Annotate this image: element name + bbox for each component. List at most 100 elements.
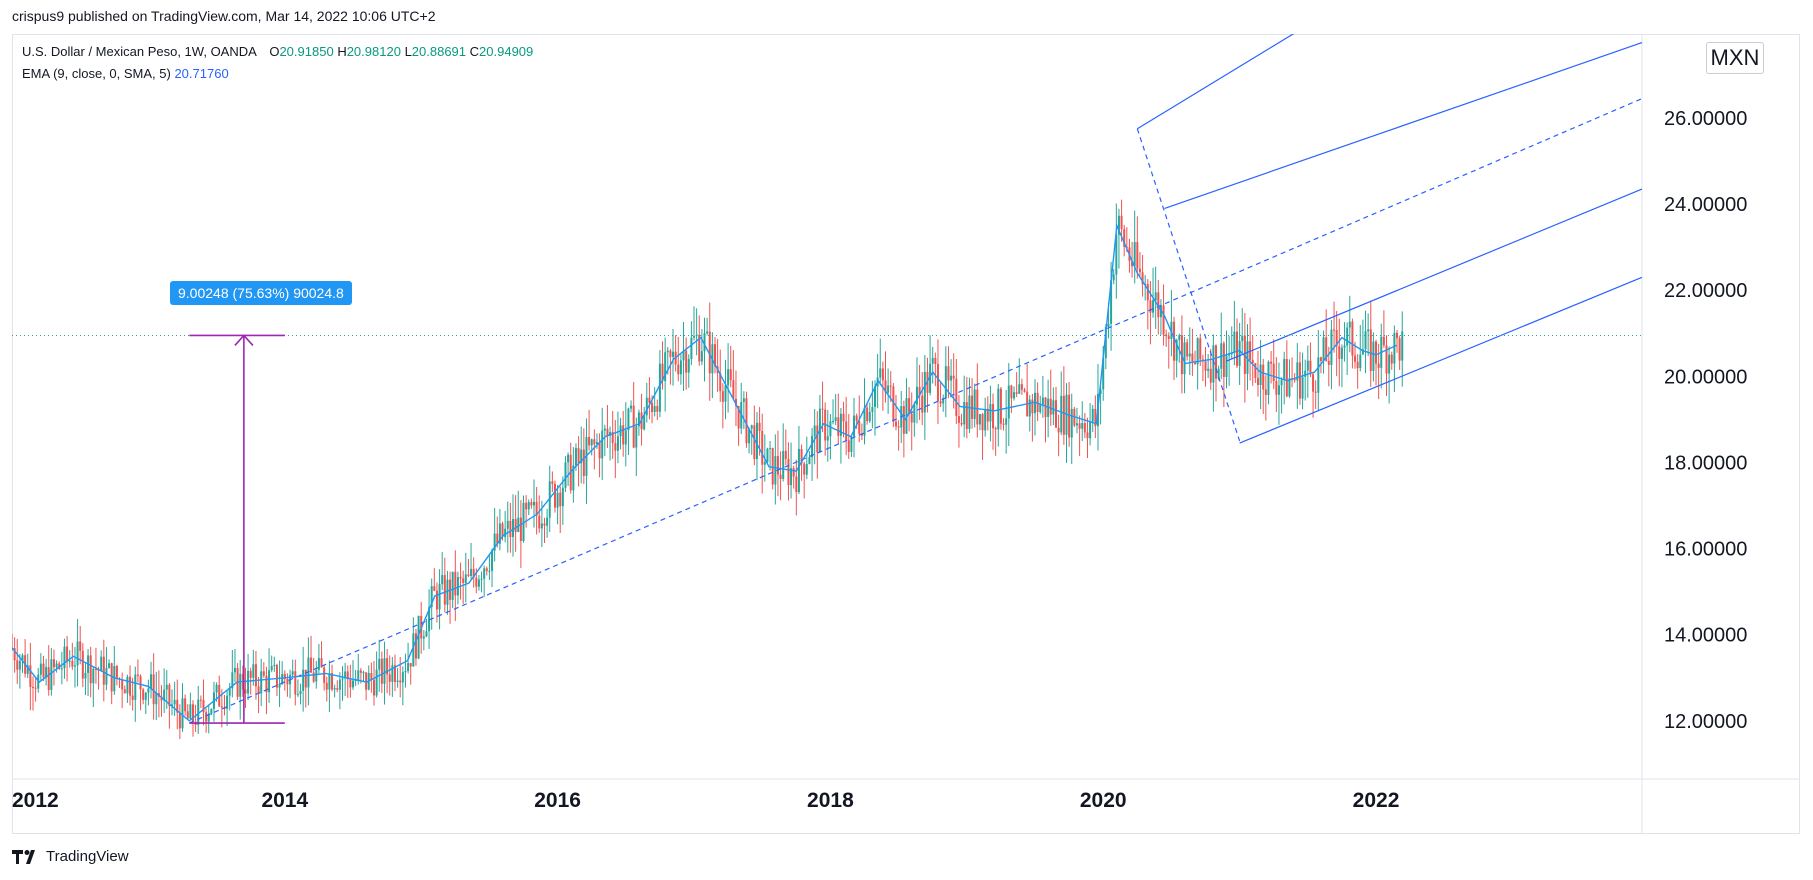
- measure-tool[interactable]: [189, 334, 285, 724]
- candle-body: [1396, 332, 1399, 339]
- candle-body: [333, 688, 336, 690]
- candle-body: [456, 577, 459, 596]
- candle-body: [732, 380, 735, 399]
- candle-body: [963, 402, 966, 425]
- footer-brand-text: TradingView: [46, 848, 129, 865]
- candle-body: [666, 350, 669, 353]
- candle-body: [155, 693, 158, 705]
- candle-body: [561, 487, 564, 507]
- candle-body: [464, 574, 467, 583]
- candle-body: [881, 368, 884, 381]
- candle-body: [1117, 215, 1120, 235]
- candle-body: [79, 641, 82, 651]
- candle-body: [94, 668, 97, 670]
- candle-body: [992, 404, 995, 429]
- candle-body: [1372, 341, 1375, 371]
- candle-body: [1228, 354, 1231, 356]
- candle-body: [968, 395, 971, 430]
- candle-body: [294, 671, 297, 695]
- legend-row-ema: EMA (9, close, 0, SMA, 5) 20.71760: [22, 66, 229, 81]
- candle-body: [260, 671, 263, 694]
- candle-body: [113, 666, 116, 692]
- candle-body: [950, 375, 953, 381]
- candle-body: [498, 523, 501, 544]
- candle-body: [407, 663, 410, 672]
- candle-body: [1149, 300, 1152, 313]
- candle-body: [1246, 341, 1249, 374]
- candle-body: [252, 664, 255, 678]
- candle-body: [491, 550, 494, 571]
- candle-body: [727, 369, 730, 386]
- candle-body: [244, 689, 247, 694]
- candle-body: [942, 398, 945, 404]
- candle-body: [485, 568, 488, 572]
- candle-body: [509, 520, 512, 537]
- candle-body: [226, 695, 229, 709]
- candle-body: [593, 439, 596, 445]
- price-tick-label: 14.00000: [1664, 625, 1747, 647]
- candle-body: [997, 388, 1000, 430]
- candle-body: [567, 454, 570, 463]
- candle-body: [197, 699, 200, 725]
- candle-body: [273, 664, 276, 667]
- candle-body: [842, 413, 845, 422]
- price-tick-label: 22.00000: [1664, 280, 1747, 302]
- candle-body: [475, 577, 478, 587]
- candle-body: [1277, 385, 1280, 395]
- candle-body: [1057, 427, 1060, 433]
- candle-body: [1235, 331, 1238, 366]
- candle-body: [1188, 353, 1191, 357]
- candle-body: [1270, 361, 1273, 364]
- candle-body: [1233, 331, 1236, 353]
- candle-body: [797, 448, 800, 493]
- candle-body: [310, 657, 313, 673]
- currency-badge[interactable]: MXN: [1706, 42, 1764, 74]
- candle-body: [414, 633, 417, 659]
- candle-body: [590, 439, 593, 446]
- candle-body: [551, 481, 554, 484]
- candle-body: [47, 667, 50, 690]
- candle-body: [556, 492, 559, 508]
- candle-body: [572, 465, 575, 491]
- candle-body: [199, 699, 202, 701]
- candle-body: [1256, 377, 1259, 386]
- candle-body: [129, 676, 132, 696]
- measure-label: 9.00248 (75.63%) 90024.8: [170, 281, 352, 305]
- candle-body: [614, 443, 617, 451]
- candle-body: [312, 672, 315, 682]
- candle-body: [871, 406, 874, 413]
- candle-body: [535, 501, 538, 516]
- candle-body: [1275, 381, 1278, 395]
- candle-body: [383, 658, 386, 684]
- candle-body: [31, 686, 34, 688]
- candle-body: [559, 492, 562, 507]
- candle-body: [268, 670, 271, 693]
- candle-body: [165, 684, 168, 690]
- candle-body: [637, 412, 640, 427]
- candle-body: [1138, 268, 1141, 273]
- candle-body: [1322, 337, 1325, 361]
- candle-body: [1346, 327, 1349, 346]
- candle-body: [779, 474, 782, 479]
- candle-body: [540, 523, 543, 529]
- candle-body: [1183, 342, 1186, 375]
- time-tick-label: 2020: [1080, 789, 1127, 812]
- candle-body: [1354, 355, 1357, 362]
- candle-body: [18, 660, 21, 670]
- price-chart[interactable]: 12.00000 14.00000 16.00000 18.00000 20.00000…: [12, 34, 1800, 834]
- candle-body: [808, 457, 811, 465]
- candle-body: [1225, 355, 1228, 377]
- candle-body: [532, 501, 535, 506]
- candle-body: [467, 574, 470, 576]
- candle-body: [892, 386, 895, 422]
- candle-body: [1319, 357, 1322, 361]
- candle-body: [755, 422, 758, 460]
- candle-body: [1285, 359, 1288, 397]
- candle-body: [173, 699, 176, 705]
- candle-body: [1015, 392, 1018, 394]
- time-axis[interactable]: 2012 2014 2016 2018 2020 2022: [12, 789, 1399, 812]
- candle-body: [1049, 398, 1052, 415]
- price-axis[interactable]: 12.00000 14.00000 16.00000 18.00000 20.00000…: [1664, 108, 1747, 733]
- candle-body: [45, 667, 48, 678]
- candle-body: [1267, 361, 1270, 395]
